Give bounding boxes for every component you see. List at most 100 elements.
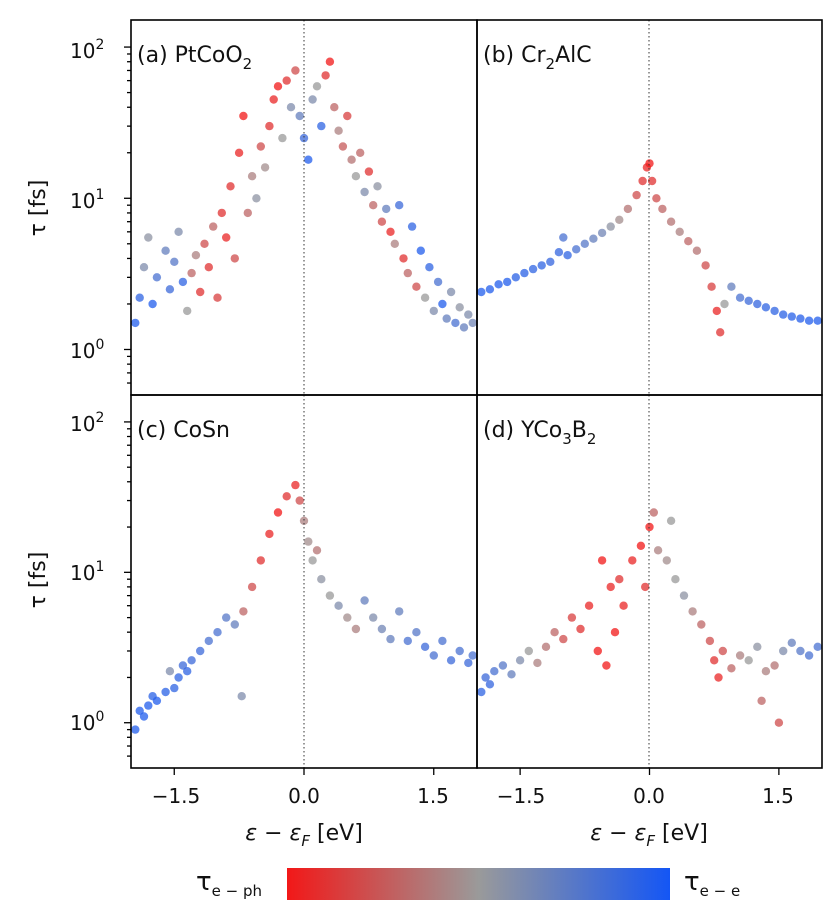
data-point-c-49	[468, 651, 477, 660]
data-point-c-36	[360, 596, 369, 605]
data-point-d-37	[718, 646, 727, 656]
xtick-left-pos: 1.5	[417, 784, 449, 808]
data-point-a-55	[373, 182, 382, 191]
data-point-a-48	[343, 111, 352, 121]
data-point-a-32	[273, 82, 283, 91]
xtick-right-neg: −1.5	[497, 784, 546, 808]
data-point-b-9	[554, 248, 564, 257]
data-point-a-43	[321, 71, 330, 80]
data-point-b-28	[684, 237, 693, 246]
data-point-a-30	[265, 121, 274, 131]
data-point-c-31	[317, 575, 326, 584]
x-axis-title-right: ε − εF [eV]	[590, 821, 708, 850]
data-point-c-16	[222, 613, 231, 622]
y-axis-title-top: τ [fs]	[26, 180, 51, 237]
data-point-a-39	[304, 155, 313, 164]
data-point-d-2	[485, 680, 495, 689]
data-point-b-8	[546, 257, 555, 266]
data-point-c-14	[204, 636, 213, 646]
data-point-c-29	[308, 556, 317, 565]
data-point-c-18	[237, 692, 246, 701]
data-point-a-34	[282, 76, 291, 85]
data-point-a-35	[286, 103, 296, 112]
data-point-d-42	[757, 696, 766, 705]
data-point-b-13	[580, 239, 589, 248]
data-point-d-28	[662, 556, 671, 565]
data-point-d-22	[628, 556, 637, 565]
data-point-c-27	[299, 516, 309, 525]
data-point-d-44	[770, 661, 779, 670]
data-point-a-21	[226, 182, 235, 191]
data-point-a-37	[295, 111, 304, 121]
data-point-b-17	[615, 215, 624, 224]
panel-c-points	[131, 480, 477, 734]
data-point-b-19	[632, 190, 641, 200]
data-point-a-41	[312, 82, 322, 91]
data-point-a-77	[468, 318, 477, 328]
data-point-d-18	[606, 582, 615, 592]
data-point-a-7	[165, 285, 175, 294]
panel-label-a: (a) PtCoO2	[137, 43, 252, 73]
data-point-a-31	[269, 95, 278, 104]
colorbar-left-label: τe − ph	[196, 867, 262, 900]
data-point-d-12	[567, 613, 577, 622]
data-point-b-25	[658, 204, 667, 214]
data-point-b-38	[753, 299, 762, 309]
data-point-d-21	[619, 601, 628, 610]
data-point-a-1	[135, 293, 144, 302]
xtick-left-neg: −1.5	[152, 784, 201, 808]
data-point-c-19	[239, 607, 248, 616]
data-point-a-52	[360, 187, 369, 197]
data-point-a-51	[356, 148, 365, 157]
data-point-b-44	[804, 316, 814, 325]
data-point-b-7	[537, 261, 546, 270]
data-point-c-0	[131, 725, 140, 734]
data-point-a-40	[308, 95, 317, 104]
data-point-c-44	[429, 651, 438, 660]
data-point-b-45	[813, 316, 822, 325]
data-point-c-6	[161, 687, 170, 697]
data-point-b-27	[675, 227, 684, 236]
data-point-c-33	[334, 601, 343, 610]
panel-label-c: (c) CoSn	[137, 418, 230, 443]
data-point-d-0	[477, 687, 486, 697]
data-point-a-62	[403, 268, 412, 278]
data-point-c-17	[230, 620, 239, 629]
x-axis-title-left: ε − εF [eV]	[245, 821, 363, 850]
data-point-c-30	[312, 546, 322, 555]
data-point-b-4	[511, 273, 520, 282]
data-point-a-9	[174, 227, 183, 236]
data-point-d-4	[498, 661, 508, 670]
data-point-c-8	[170, 683, 179, 693]
xtick-left-zero: 0.0	[288, 784, 320, 808]
data-point-b-15	[597, 228, 607, 238]
data-point-b-3	[503, 277, 512, 287]
data-point-c-23	[273, 508, 283, 517]
panel-label-d: (d) YCo3B2	[483, 418, 596, 448]
data-point-a-73	[451, 318, 460, 328]
data-point-a-64	[412, 282, 421, 291]
data-point-b-43	[796, 314, 805, 323]
data-point-d-19	[610, 628, 620, 637]
data-point-c-9	[174, 673, 183, 682]
data-point-d-30	[671, 575, 680, 584]
data-point-a-0	[131, 318, 140, 328]
data-point-a-5	[152, 273, 162, 282]
data-point-a-63	[407, 222, 417, 231]
data-point-a-27	[252, 194, 261, 203]
data-point-c-28	[304, 537, 313, 546]
data-point-c-11	[183, 667, 192, 676]
data-point-c-45	[438, 636, 447, 646]
colorbar	[287, 868, 670, 900]
data-point-c-39	[386, 634, 395, 644]
data-point-a-58	[386, 227, 395, 236]
data-point-d-15	[593, 646, 602, 656]
data-point-c-32	[325, 591, 335, 600]
panel-label-b: (b) Cr2AlC	[483, 43, 592, 73]
data-point-c-1	[135, 706, 144, 715]
data-point-d-5	[507, 670, 516, 679]
data-point-a-16	[204, 263, 213, 272]
data-point-a-6	[161, 246, 170, 255]
data-point-d-29	[666, 516, 676, 525]
